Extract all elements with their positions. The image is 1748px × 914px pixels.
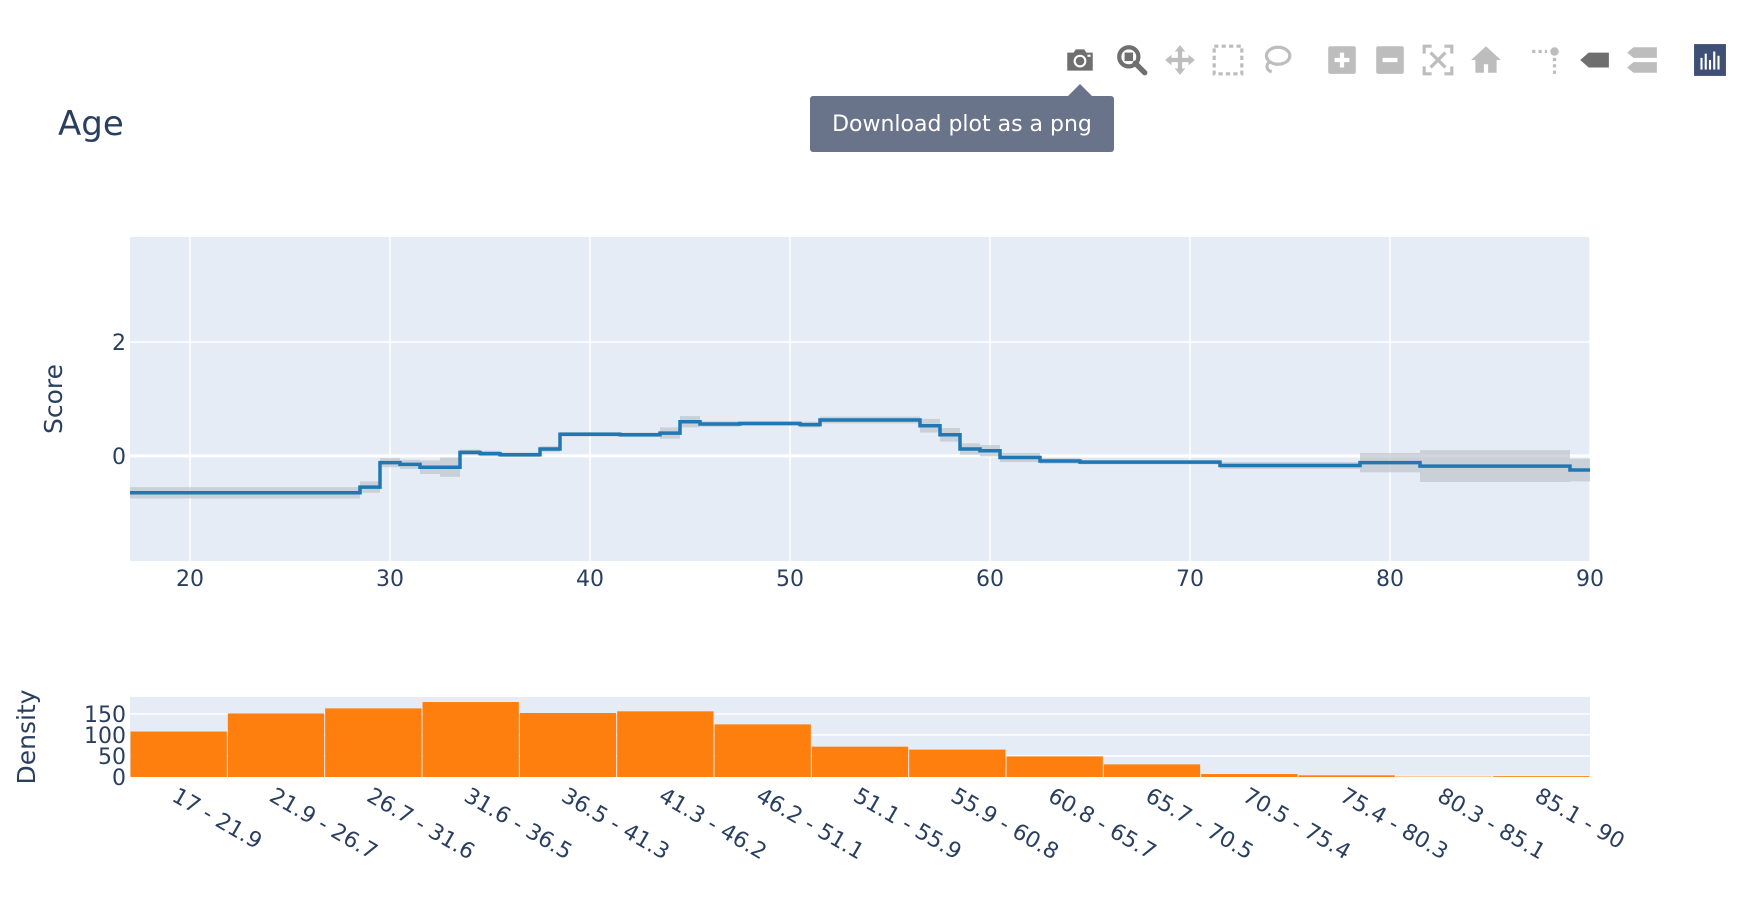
score-x-tick-label: 30 xyxy=(376,567,404,592)
zoom-in-icon[interactable] xyxy=(1322,40,1362,80)
density-bar[interactable] xyxy=(617,711,714,777)
density-bar[interactable] xyxy=(714,724,811,777)
spike-lines-icon[interactable] xyxy=(1526,40,1566,80)
score-x-tick-label: 80 xyxy=(1376,567,1404,592)
reset-axes-icon[interactable] xyxy=(1466,40,1506,80)
score-x-tick-label: 60 xyxy=(976,567,1004,592)
pan-icon[interactable] xyxy=(1160,40,1200,80)
density-bar[interactable] xyxy=(422,702,519,777)
density-bar[interactable] xyxy=(1103,764,1201,777)
lasso-select-icon[interactable] xyxy=(1256,40,1296,80)
autoscale-icon[interactable] xyxy=(1418,40,1458,80)
density-bar[interactable] xyxy=(1298,775,1395,777)
score-plot-background[interactable] xyxy=(130,237,1590,561)
density-bar[interactable] xyxy=(325,708,422,777)
camera-icon[interactable] xyxy=(1060,40,1100,80)
download-tooltip: Download plot as a png xyxy=(810,96,1114,152)
density-y-tick-label: 0 xyxy=(112,766,126,791)
zoom-icon[interactable] xyxy=(1112,40,1152,80)
score-y-tick-label: 0 xyxy=(112,445,126,470)
density-bar[interactable] xyxy=(909,749,1006,777)
modebar xyxy=(1050,40,1740,84)
score-x-tick-label: 40 xyxy=(576,567,604,592)
density-x-tick-label: 55.9 - 60.8 xyxy=(946,784,1062,866)
density-x-tick-label: 46.2 - 51.1 xyxy=(752,784,868,866)
hover-closest-icon[interactable] xyxy=(1574,40,1614,80)
hover-compare-icon[interactable] xyxy=(1622,40,1662,80)
score-x-tick-label: 70 xyxy=(1176,567,1204,592)
density-x-tick-label: 21.9 - 26.7 xyxy=(265,784,381,866)
plotly-logo-icon[interactable] xyxy=(1690,40,1730,80)
box-select-icon[interactable] xyxy=(1208,40,1248,80)
chart-title: Age xyxy=(58,104,124,144)
density-plot: 17 - 21.9 21.9 - 26.726.7 - 31.631.6 - 36… xyxy=(12,689,1628,865)
density-y-tick-label: 150 xyxy=(84,703,126,728)
density-bar[interactable] xyxy=(1201,774,1298,777)
density-bars xyxy=(130,702,1590,777)
density-x-tick-label: 51.1 - 55.9 xyxy=(849,784,965,866)
density-x-tick-label: 41.3 - 46.2 xyxy=(654,784,770,866)
density-bar[interactable] xyxy=(1006,756,1103,777)
score-x-tick-label: 20 xyxy=(176,567,204,592)
density-axis-label: Density xyxy=(12,689,41,784)
density-x-tick-label: 80.3 - 85.1 xyxy=(1433,784,1549,866)
density-bar[interactable] xyxy=(1493,776,1590,777)
score-x-tick-label: 50 xyxy=(776,567,804,592)
score-axis-label: Score xyxy=(39,364,68,434)
zoom-out-icon[interactable] xyxy=(1370,40,1410,80)
density-x-tick-label: 31.6 - 36.5 xyxy=(460,784,576,866)
density-x-tick-label: 75.4 - 80.3 xyxy=(1336,784,1452,866)
density-bar[interactable] xyxy=(811,746,909,777)
score-x-tick-label: 90 xyxy=(1576,567,1604,592)
tooltip-arrow xyxy=(1068,84,1092,96)
score-step-line[interactable] xyxy=(130,418,1590,495)
density-x-tick-label: 70.5 - 75.4 xyxy=(1238,784,1354,866)
density-y-tick-label: 100 xyxy=(84,724,126,749)
score-y-tick-label: 2 xyxy=(112,331,126,356)
density-bar[interactable] xyxy=(227,713,325,777)
density-x-tick-label: 26.7 - 31.6 xyxy=(362,784,478,866)
density-bar[interactable] xyxy=(519,713,617,777)
score-grid xyxy=(130,237,1591,561)
score-plot: 20 30 40 50 60 70 80 90 02 Age Score xyxy=(39,104,1604,592)
density-x-ticks: 17 - 21.9 21.9 - 26.726.7 - 31.631.6 - 36… xyxy=(168,784,1629,866)
density-x-tick-label: 36.5 - 41.3 xyxy=(557,784,673,866)
density-x-tick-label: 65.7 - 70.5 xyxy=(1141,784,1257,866)
score-x-ticks: 20 30 40 50 60 70 80 90 xyxy=(176,567,1604,592)
density-y-tick-label: 50 xyxy=(98,745,126,770)
density-bar[interactable] xyxy=(130,731,227,777)
density-x-tick-label: 17 - 21.9 xyxy=(168,784,266,855)
density-x-tick-label: 60.8 - 65.7 xyxy=(1044,784,1160,866)
score-y-ticks: 02 xyxy=(112,331,126,470)
